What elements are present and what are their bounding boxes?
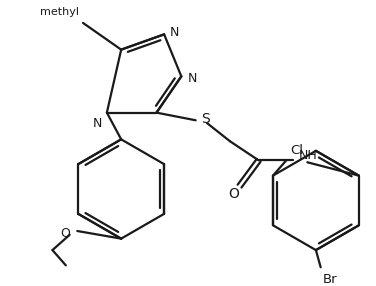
Text: O: O — [61, 227, 71, 240]
Text: N: N — [188, 72, 197, 85]
Text: NH: NH — [299, 149, 317, 162]
Text: Cl: Cl — [290, 144, 303, 156]
Text: O: O — [228, 187, 239, 201]
Text: N: N — [170, 26, 179, 39]
Text: methyl: methyl — [40, 7, 79, 17]
Text: N: N — [93, 118, 102, 130]
Text: Br: Br — [323, 273, 337, 286]
Text: S: S — [202, 112, 210, 126]
